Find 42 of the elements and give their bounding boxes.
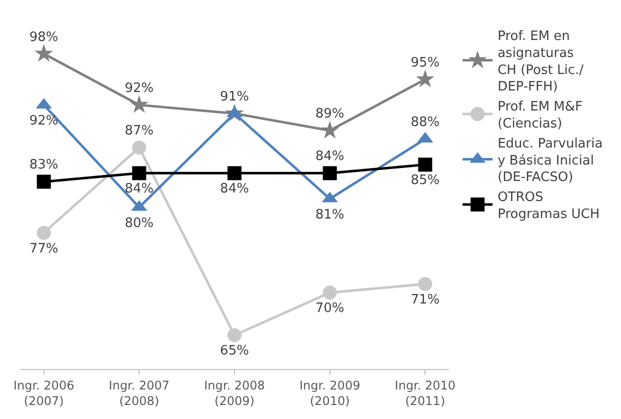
data-label: 88%: [410, 115, 440, 130]
legend-label: OTROS Programas UCH: [498, 190, 600, 222]
x-tick-label: Ingr. 2008 (2009): [204, 378, 265, 408]
data-label: 80%: [124, 216, 154, 231]
data-label: 77%: [29, 241, 58, 256]
legend-label: Prof. EM M&F (Ciencias): [498, 100, 582, 132]
data-label: 98%: [29, 30, 58, 45]
data-label: 92%: [124, 80, 154, 96]
data-label: 84%: [315, 149, 344, 164]
point: [130, 95, 148, 113]
x-tick-label: Ingr. 2007 (2008): [108, 378, 170, 408]
point: [418, 277, 432, 292]
x-tick-label: Ingr. 2010 (2011): [394, 378, 456, 408]
point: [418, 158, 432, 172]
data-label: 71%: [410, 292, 440, 308]
data-label: 89%: [315, 106, 344, 122]
point: [132, 140, 146, 155]
data-label: 92%: [29, 113, 58, 128]
legend-label: Prof. EM en asignaturas CH (Post Lic./ DEP-FFH): [498, 29, 584, 95]
x-tick-label: Ingr. 2009 (2010): [299, 378, 360, 408]
data-label: 87%: [124, 124, 154, 139]
point: [322, 166, 337, 180]
x-tick-label: Ingr. 2006 (2007): [13, 378, 74, 408]
point: [34, 44, 54, 62]
data-label: 83%: [29, 158, 58, 173]
data-label: 65%: [220, 344, 249, 359]
point: [36, 226, 51, 240]
point: [320, 120, 340, 138]
point: [132, 166, 146, 180]
point: [416, 70, 434, 88]
data-label: 70%: [315, 301, 344, 316]
point: [228, 328, 242, 342]
data-label: 95%: [410, 55, 440, 70]
data-label: 85%: [410, 173, 440, 188]
point: [228, 166, 242, 180]
data-label: 84%: [124, 182, 154, 197]
data-label: 81%: [315, 207, 344, 222]
point: [36, 174, 51, 189]
point: [322, 286, 337, 300]
legend-label: Educ. Parvularia y Básica Inicial (DE-FACSO): [498, 136, 603, 186]
data-label: 84%: [220, 182, 249, 197]
data-label: 91%: [220, 89, 249, 104]
